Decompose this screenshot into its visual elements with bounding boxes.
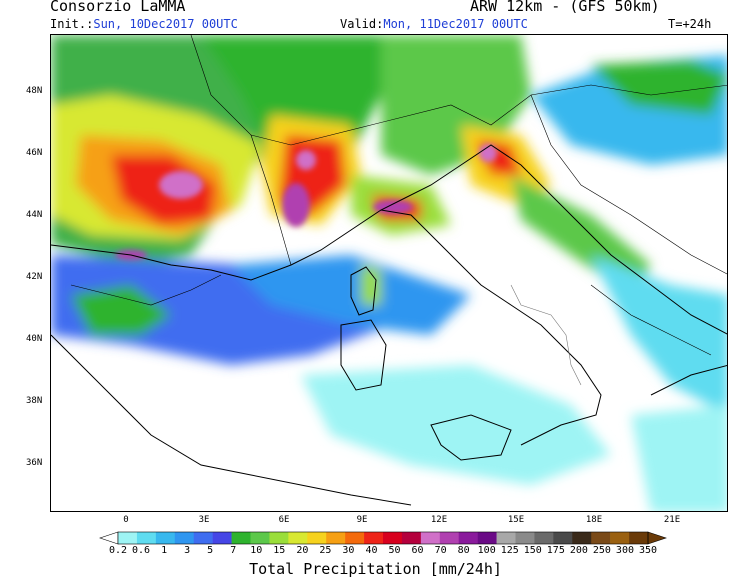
colorbar-swatch: [250, 532, 270, 544]
colorbar-under-triangle: [99, 531, 119, 545]
colorbar: [99, 531, 667, 545]
valid-time: Valid:Mon, 11Dec2017 00UTC: [340, 17, 528, 31]
lat-label-36n: 36N: [26, 458, 43, 468]
colorbar-swatch: [572, 532, 592, 544]
colorbar-swatch: [534, 532, 554, 544]
colorbar-tick-label: 0.2: [108, 545, 128, 556]
colorbar-tick-label: 100: [477, 545, 496, 556]
colorbar-swatch: [136, 532, 157, 544]
colorbar-tick-label: 40: [365, 545, 378, 556]
colorbar-swatch: [155, 532, 176, 544]
colorbar-frame: [117, 531, 649, 545]
colorbar-tick-label: 150: [523, 545, 542, 556]
colorbar-tick-label: 350: [638, 545, 658, 556]
colorbar-tick-label: 0.6: [132, 545, 151, 556]
init-time: Init.:Sun, 10Dec2017 00UTC: [50, 17, 238, 31]
colorbar-swatch: [439, 532, 460, 544]
init-label: Init.:: [50, 17, 94, 31]
init-value: Sun, 10Dec2017 00UTC: [93, 17, 238, 31]
colorbar-over-triangle: [647, 531, 667, 545]
colorbar-swatch: [269, 532, 289, 544]
lat-label-46n: 46N: [26, 148, 43, 158]
lat-label-44n: 44N: [26, 210, 43, 220]
model-title: ARW 12km - (GFS 50km): [470, 0, 660, 15]
lon-label-18e: 18E: [585, 515, 603, 525]
colorbar-swatch: [118, 532, 138, 544]
colorbar-swatch: [420, 532, 441, 544]
lat-label-42n: 42N: [26, 272, 43, 282]
colorbar-tick-label: 175: [546, 545, 565, 556]
lat-label-40n: 40N: [26, 334, 43, 344]
colorbar-tick-label: 20: [296, 545, 309, 556]
colorbar-swatch: [307, 532, 327, 544]
map-graphic: [51, 35, 727, 511]
colorbar-tick-label: 200: [569, 545, 588, 556]
colorbar-swatch: [458, 532, 478, 544]
valid-value: Mon, 11Dec2017 00UTC: [383, 17, 528, 31]
colorbar-tick-label: 1: [161, 545, 168, 556]
lat-label-48n: 48N: [26, 86, 43, 96]
colorbar-tick-label: 10: [250, 545, 263, 556]
colorbar-swatch: [591, 532, 611, 544]
colorbar-tick-label: 300: [615, 545, 634, 556]
colorbar-tick-label: 125: [500, 545, 519, 556]
colorbar-swatch: [193, 532, 213, 544]
source-title: Consorzio LaMMA: [50, 0, 186, 15]
coastlines: [51, 144, 727, 506]
lon-label-9e: 9E: [356, 515, 368, 525]
colorbar-swatch: [496, 532, 516, 544]
valid-label: Valid:: [340, 17, 384, 31]
colorbar-title: Total Precipitation [mm/24h]: [249, 560, 502, 578]
colorbar-swatch: [288, 532, 308, 544]
colorbar-tick-label: 7: [230, 545, 237, 556]
precip-field: [51, 35, 727, 511]
colorbar-tick-label: 30: [342, 545, 355, 556]
colorbar-swatch: [364, 532, 384, 544]
colorbar-tick-label: 3: [184, 545, 191, 556]
country-borders: [70, 35, 727, 356]
colorbar-tick-label: 70: [434, 545, 447, 556]
colorbar-swatch: [174, 532, 195, 544]
colorbar-swatch: [383, 532, 403, 544]
precipitation-map: [50, 34, 728, 512]
lon-label-12e: 12E: [430, 515, 448, 525]
colorbar-swatch: [515, 532, 535, 544]
colorbar-swatch: [212, 532, 232, 544]
colorbar-swatch: [345, 532, 365, 544]
colorbar-tick-label: 250: [592, 545, 611, 556]
lon-label-6e: 6E: [278, 515, 290, 525]
lon-label-3e: 3E: [198, 515, 210, 525]
colorbar-tick-label: 15: [273, 545, 286, 556]
lon-label-21e: 21E: [663, 515, 681, 525]
colorbar-tick-label: 25: [319, 545, 332, 556]
colorbar-swatch: [629, 532, 649, 544]
colorbar-swatch: [231, 532, 251, 544]
region-borders: [510, 284, 582, 386]
lon-label-0: 0: [123, 515, 129, 525]
colorbar-tick-label: 5: [207, 545, 214, 556]
colorbar-tick-label: 60: [411, 545, 424, 556]
colorbar-swatch: [401, 532, 422, 544]
lat-label-38n: 38N: [26, 396, 43, 406]
colorbar-swatch: [553, 532, 573, 544]
colorbar-swatch: [326, 532, 346, 544]
colorbar-tick-label: 50: [388, 545, 401, 556]
lon-label-15e: 15E: [507, 515, 525, 525]
colorbar-tick-label: 80: [457, 545, 470, 556]
lead-time: T=+24h: [668, 17, 712, 31]
colorbar-swatch: [610, 532, 630, 544]
colorbar-swatch: [477, 532, 497, 544]
